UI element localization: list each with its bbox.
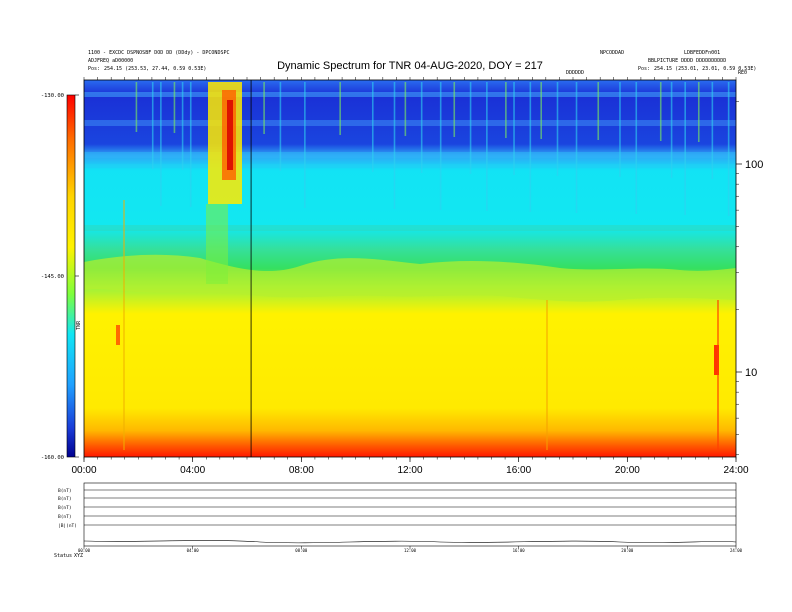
streak [173,82,176,133]
streak [135,82,138,132]
streak [529,82,532,212]
streak-layer [135,82,730,216]
header-right-top1: NPCODDAD [600,50,624,56]
streak [439,82,442,210]
colorbar-tick-label: -160.00 [41,455,64,461]
band-stripe [84,225,736,231]
header-right-line2: BBLPICTURE DDDD DDDDDDDDDD [648,58,726,64]
streak [420,82,423,173]
event-line [717,300,719,450]
streak [279,82,282,171]
x-tick-label: 08:00 [289,465,314,476]
streak [597,82,600,140]
streak [404,82,407,136]
streak [263,82,265,134]
colorbar-tick-label: -130.00 [41,93,64,99]
streak [697,82,700,142]
streak [540,82,542,139]
subpanel-label: B(nT) [58,514,72,520]
streak [339,82,341,135]
subpanel-x-label: 16:00 [513,548,526,553]
transition-band [84,254,736,302]
footer-value: XYZ [74,553,83,559]
subpanel-label: |B|(nT) [58,523,77,529]
streak [453,82,456,137]
streak [635,82,638,214]
subpanel-group: B(nT) B(nT) B(nT) B(nT) |B|(nT) 00:00 04:00 08… [54,482,743,559]
streak [670,82,673,178]
footer-label: Status [54,553,72,559]
band-stripe [84,92,736,97]
colorbar-tick-label: -145.00 [41,274,64,280]
band-stripe [84,164,736,168]
streak [371,82,374,172]
subpanel-label: B(nT) [58,488,72,494]
streak [486,82,488,211]
x-tick-label: 12:00 [397,465,422,476]
header-right-top2: LDBFEDDFn001 [684,50,720,56]
spectrogram-panel [83,79,737,458]
event-mark [116,325,120,345]
colorbar-ticks: -130.00 -145.00 -160.00 [41,93,79,461]
header-left-line1: 1100 - EXCDC DSPNOSBF DOD DD (DDdy) - DP… [88,50,229,56]
header-left-line3-label: Pos: [88,66,100,72]
subpanel-label: B(nT) [58,496,72,502]
streak [505,82,507,138]
burst-tail [206,204,228,284]
streak [727,82,730,216]
subpanel-x-label: 20:00 [621,548,634,553]
streak [513,82,515,175]
streak [684,82,686,215]
band-stripe [84,120,736,126]
x-tick-label: 24:00 [723,465,748,476]
chart-title: Dynamic Spectrum for TNR 04-AUG-2020, DO… [277,60,543,72]
x-tick-label: 16:00 [506,465,531,476]
streak [659,82,662,141]
streak [304,82,306,208]
streak [469,82,472,174]
y-tick-label: 10 [745,367,757,379]
header-corner-tag: RE0 [738,70,747,76]
subpanel-frame [83,482,737,547]
x-tick-label: 20:00 [615,465,640,476]
streak [575,82,578,213]
header-left-line2: ADJFREQ aD00000 [88,58,133,64]
x-tick-label: 00:00 [71,465,96,476]
subpanel-x-label: 12:00 [404,548,417,553]
colorbar-side-label: TNR [76,320,82,330]
subpanel-x-label: 00:00 [78,548,91,553]
magnitude-trace [83,540,737,544]
streak [393,82,396,209]
streak [151,82,154,169]
header-left-line3-value: 254.15 (253.53, 27.44, 0.59 0.53E) [104,66,206,72]
event-line [546,300,548,450]
streak [181,82,184,170]
colorbar [66,94,76,458]
subpanel-x-label: 24:00 [730,548,743,553]
streak [619,82,621,177]
streak [160,82,162,206]
streak [189,82,192,207]
header-right-line3-label: Pos: [638,66,650,72]
streak [711,82,714,179]
subpanel-x-label: 04:00 [187,548,200,553]
burst-peak [227,100,233,170]
y-tick-label: 100 [745,159,763,171]
x-axis: 00:00 04:00 08:00 12:00 16:00 20:00 24:00 [71,457,749,476]
band-stripe [84,152,736,158]
header-mid-tag: DDDDDD [566,70,584,76]
top-ticks [83,77,737,80]
event-mark [714,345,719,375]
event-line [123,200,125,450]
subpanel-label: B(nT) [58,505,72,511]
subpanel-x-label: 08:00 [295,548,308,553]
y-axis-right: 100 10 [736,101,763,456]
streak [556,82,559,176]
x-tick-label: 04:00 [180,465,205,476]
header-right-line3-value: 254.15 (253.01, 23.01, 0.59 0.53E) [654,66,756,72]
